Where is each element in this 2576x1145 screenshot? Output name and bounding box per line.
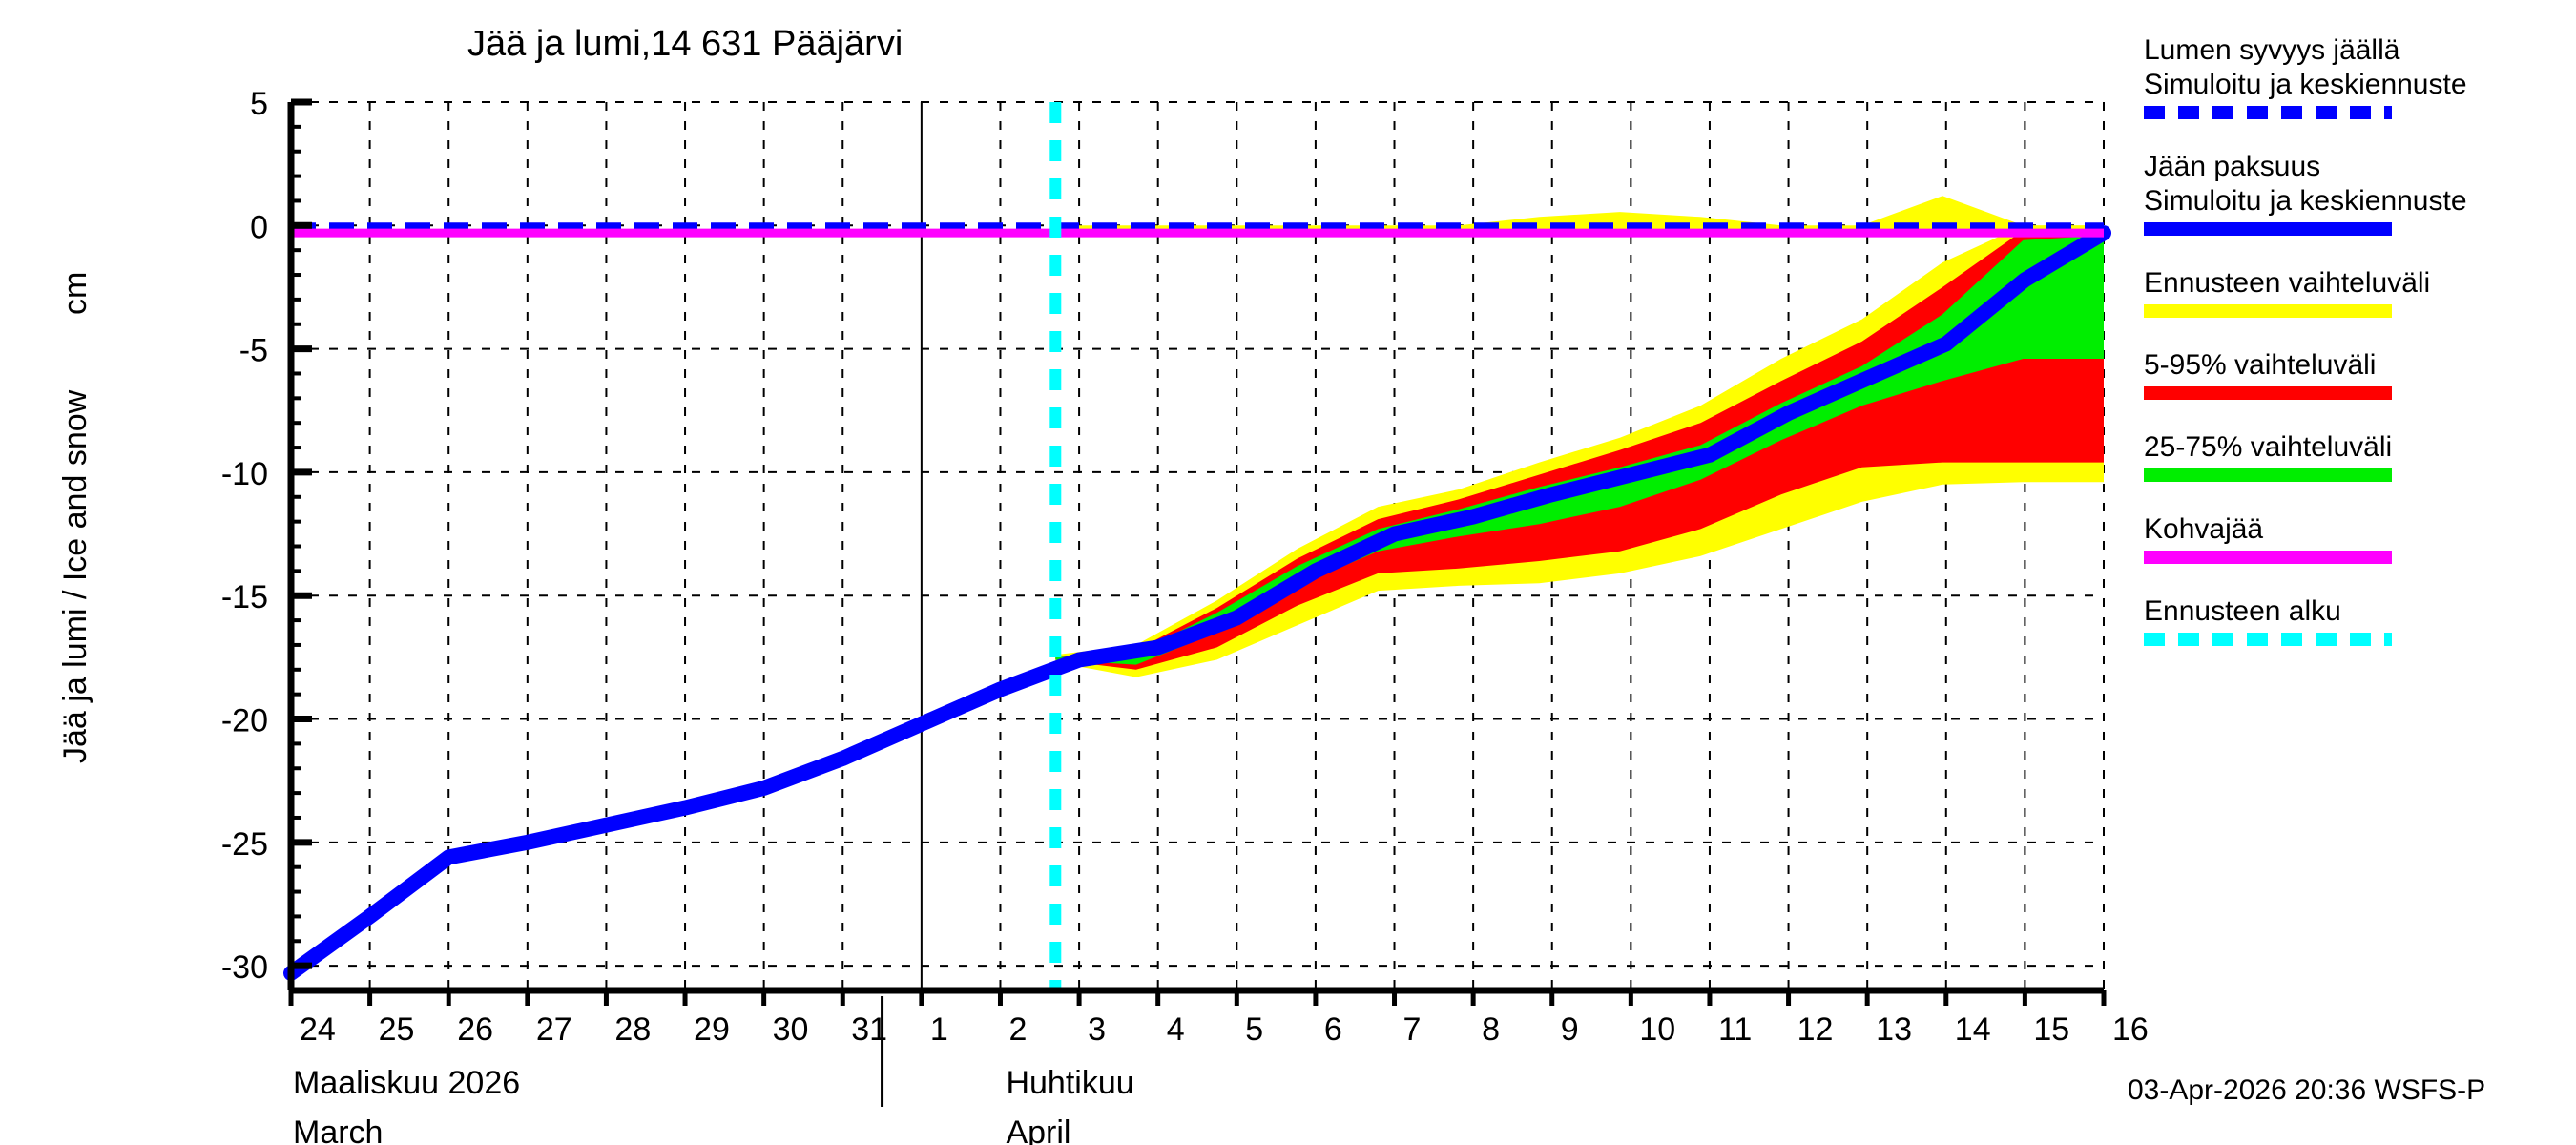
legend-title-6: Ennusteen alku xyxy=(2144,595,2341,627)
x-tick-label: 12 xyxy=(1797,1011,1834,1048)
month-label-fi-march: Maaliskuu 2026 xyxy=(293,1065,520,1101)
legend-title-2: Ennusteen vaihteluväli xyxy=(2144,267,2430,299)
x-tick-label: 15 xyxy=(2033,1011,2069,1048)
x-tick-label: 1 xyxy=(930,1011,948,1048)
legend-subtitle-0: Simuloitu ja keskiennuste xyxy=(2144,69,2467,100)
x-tick-label: 6 xyxy=(1324,1011,1342,1048)
x-tick-label: 10 xyxy=(1639,1011,1675,1048)
footer-timestamp: 03-Apr-2026 20:36 WSFS-P xyxy=(2128,1074,2485,1106)
x-tick-label: 2 xyxy=(1008,1011,1027,1048)
y-tick-label: 0 xyxy=(250,209,268,245)
y-axis-label: Jää ja lumi / Ice and snow xyxy=(57,389,93,763)
x-tick-label: 14 xyxy=(1955,1011,1991,1048)
legend-title-1: Jään paksuus xyxy=(2144,151,2320,182)
month-label-en-april: April xyxy=(1006,1114,1070,1145)
legend-title-4: 25-75% vaihteluväli xyxy=(2144,431,2392,463)
y-tick-label: -25 xyxy=(221,826,268,863)
x-tick-label: 3 xyxy=(1088,1011,1106,1048)
x-tick-label: 7 xyxy=(1403,1011,1422,1048)
y-tick-label: -5 xyxy=(239,333,268,369)
legend-subtitle-1: Simuloitu ja keskiennuste xyxy=(2144,185,2467,217)
month-label-fi-april: Huhtikuu xyxy=(1006,1065,1133,1101)
x-tick-label: 29 xyxy=(694,1011,730,1048)
x-tick-label: 27 xyxy=(536,1011,572,1048)
x-tick-label: 30 xyxy=(773,1011,809,1048)
month-label-en-march: March xyxy=(293,1114,383,1145)
ice-thickness-mean-line xyxy=(283,225,2111,981)
x-tick-label: 16 xyxy=(2112,1011,2149,1048)
y-tick-label: -20 xyxy=(221,703,268,739)
y-tick-label: -30 xyxy=(221,949,268,986)
page-title: Jää ja lumi,14 631 Pääjärvi xyxy=(467,24,903,64)
legend-title-5: Kohvajää xyxy=(2144,513,2263,545)
y-tick-label: -10 xyxy=(221,456,268,492)
y-axis-unit: cm xyxy=(57,272,93,315)
legend-title-0: Lumen syvyys jäällä xyxy=(2144,34,2400,66)
y-tick-label: 5 xyxy=(250,86,268,122)
snow-depth-band xyxy=(1055,196,2104,234)
y-tick-label: -15 xyxy=(221,579,268,615)
x-tick-label: 4 xyxy=(1167,1011,1185,1048)
x-tick-label: 8 xyxy=(1482,1011,1500,1048)
x-tick-label: 11 xyxy=(1718,1011,1752,1048)
x-tick-label: 9 xyxy=(1561,1011,1579,1048)
x-tick-label: 24 xyxy=(300,1011,336,1048)
x-tick-label: 25 xyxy=(379,1011,415,1048)
x-tick-label: 28 xyxy=(614,1011,651,1048)
forecast-band-25-75 xyxy=(1055,235,2104,665)
x-tick-label: 5 xyxy=(1245,1011,1263,1048)
x-tick-label: 26 xyxy=(457,1011,493,1048)
legend-title-3: 5-95% vaihteluväli xyxy=(2144,349,2376,381)
x-tick-label: 13 xyxy=(1876,1011,1912,1048)
